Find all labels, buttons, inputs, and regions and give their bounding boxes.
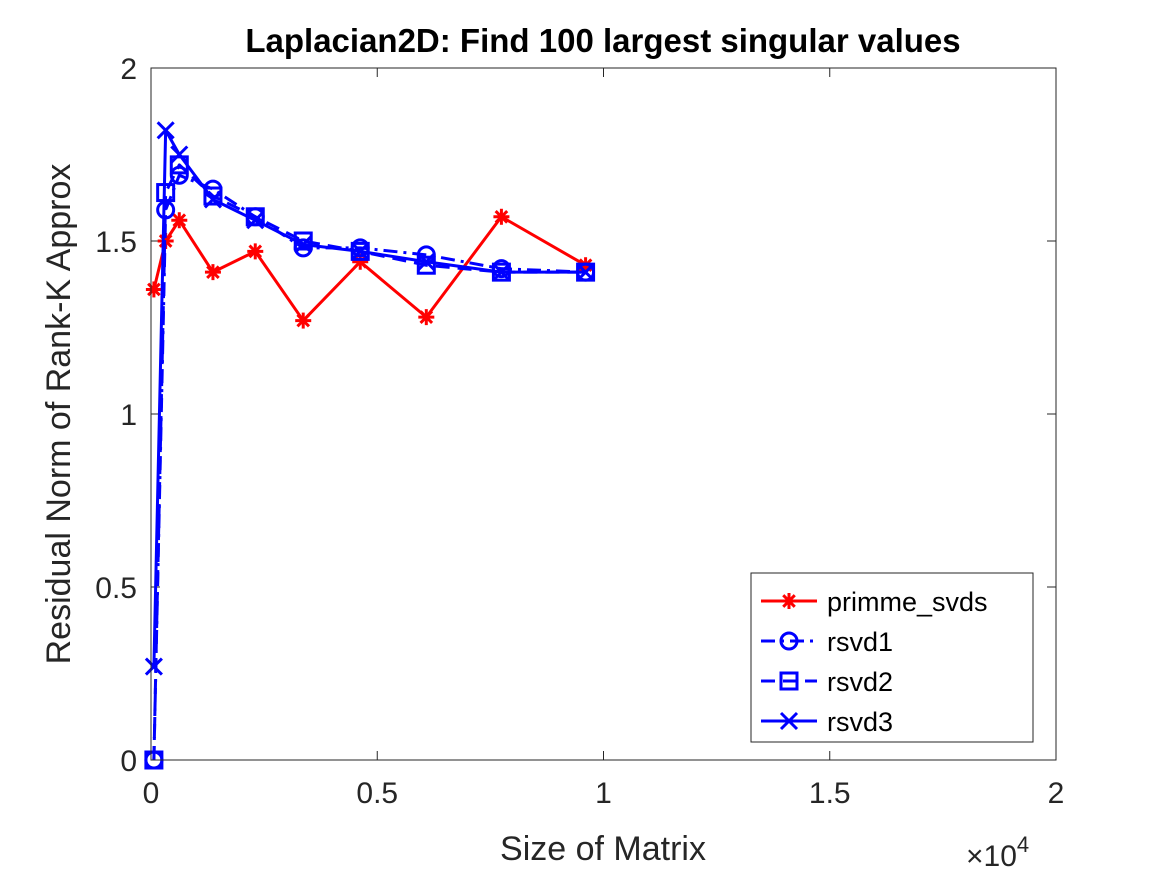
axes: 0 0.5 1 1.5 2 0 0.5 1 1.5 2 — [95, 53, 1064, 810]
data-point-primme_svds — [295, 312, 312, 329]
series-layer — [144, 121, 596, 770]
marker-x-stroke — [144, 657, 163, 676]
marker-x-stroke — [576, 263, 595, 282]
marker-asterisk-stroke — [419, 310, 434, 324]
marker-square — [203, 186, 223, 206]
data-point-rsvd2 — [416, 255, 436, 275]
marker-x-stroke — [294, 235, 313, 254]
marker-x-stroke — [156, 121, 175, 140]
legend-label: rsvd2 — [827, 667, 893, 697]
marker-square — [416, 255, 436, 275]
series-line-rsvd2 — [152, 163, 586, 761]
legend-label: rsvd3 — [827, 707, 893, 737]
data-point-rsvd3 — [170, 145, 189, 164]
chart-title: Laplacian2D: Find 100 largest singular v… — [245, 22, 960, 59]
y-tick-label: 0 — [120, 745, 137, 778]
legend-marker — [779, 711, 799, 731]
legend-item-primme_svds: primme_svds — [761, 587, 988, 617]
x-tick-label: 1.5 — [809, 777, 851, 810]
data-point-rsvd2 — [203, 186, 223, 206]
data-point-primme_svds — [493, 208, 510, 225]
data-point-rsvd3 — [246, 211, 265, 230]
marker-circle — [779, 631, 799, 651]
legend-item-rsvd3: rsvd3 — [761, 707, 893, 737]
data-point-rsvd3 — [576, 263, 595, 282]
y-axis-label: Residual Norm of Rank-K Approx — [40, 164, 78, 665]
series-line-rsvd3 — [152, 128, 586, 667]
series-rsvd3 — [144, 121, 595, 676]
data-point-rsvd3 — [351, 242, 370, 261]
legend-item-rsvd2: rsvd2 — [761, 667, 893, 697]
marker-asterisk-stroke — [172, 213, 187, 228]
data-point-primme_svds — [418, 309, 435, 326]
marker-asterisk-stroke — [147, 282, 161, 297]
x-axis-label: Size of Matrix — [500, 830, 706, 868]
legend-label: primme_svds — [827, 587, 988, 617]
data-point-rsvd3 — [294, 235, 313, 254]
legend-marker — [779, 671, 799, 691]
marker-x-stroke — [351, 242, 370, 261]
x-tick-label: 0 — [143, 777, 160, 810]
data-point-rsvd3 — [156, 121, 175, 140]
data-point-primme_svds — [247, 243, 264, 260]
marker-asterisk-stroke — [248, 244, 263, 259]
marker-x-stroke — [203, 190, 223, 209]
data-point-primme_svds — [204, 264, 221, 281]
x-tick-label: 2 — [1048, 777, 1065, 810]
marker-asterisk-stroke — [782, 594, 796, 608]
marker-x-stroke — [170, 145, 189, 164]
x-exponent-label: ×104 — [966, 832, 1029, 873]
legend-label: rsvd1 — [827, 627, 893, 657]
marker-x-stroke — [492, 263, 511, 282]
y-tick-label: 1.5 — [95, 226, 137, 259]
data-point-rsvd3 — [203, 190, 223, 209]
y-tick-label: 1 — [120, 399, 137, 432]
marker-asterisk-stroke — [494, 209, 509, 224]
data-point-primme_svds — [145, 281, 162, 298]
marker-x-stroke — [246, 211, 265, 230]
y-tick-label: 2 — [120, 53, 137, 86]
marker-x-stroke — [779, 711, 799, 731]
data-point-rsvd3 — [417, 252, 436, 271]
y-tick-label: 0.5 — [95, 572, 137, 605]
plot-frame — [150, 67, 1057, 761]
data-point-rsvd3 — [144, 657, 163, 676]
data-point-rsvd3 — [492, 263, 511, 282]
x-exponent-power: 4 — [1017, 832, 1029, 857]
legend-marker — [779, 631, 799, 651]
x-tick-label: 1 — [595, 777, 612, 810]
data-point-primme_svds — [171, 212, 188, 229]
legend-item-rsvd1: rsvd1 — [761, 627, 893, 657]
legend: primme_svds rsvd1 rsvd2 rsvd3 — [750, 572, 1034, 743]
marker-asterisk-stroke — [296, 313, 311, 328]
marker-x-stroke — [417, 252, 436, 271]
legend-marker — [781, 593, 797, 609]
marker-asterisk-stroke — [206, 265, 220, 279]
x-tick-label: 0.5 — [356, 777, 398, 810]
marker-square — [779, 671, 799, 691]
